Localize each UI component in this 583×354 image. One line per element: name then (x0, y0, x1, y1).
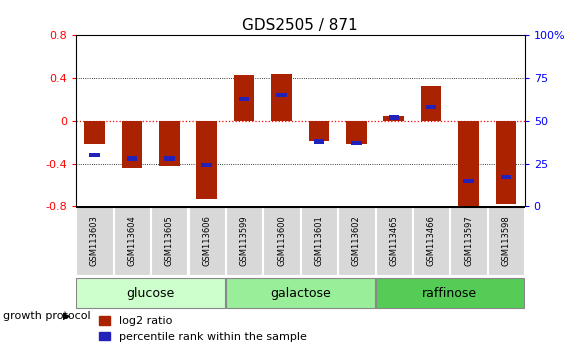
FancyBboxPatch shape (226, 207, 262, 275)
Text: glucose: glucose (127, 287, 175, 299)
FancyBboxPatch shape (264, 207, 300, 275)
Bar (239, 97, 250, 101)
Text: GSM113465: GSM113465 (389, 216, 398, 267)
FancyBboxPatch shape (413, 207, 449, 275)
Text: growth protocol: growth protocol (3, 311, 90, 321)
Text: GSM113600: GSM113600 (277, 216, 286, 267)
Text: GSM113603: GSM113603 (90, 216, 99, 267)
Bar (164, 156, 174, 161)
Bar (388, 115, 399, 120)
Bar (346, 121, 367, 144)
FancyBboxPatch shape (488, 207, 524, 275)
Bar (271, 74, 292, 121)
Bar (276, 93, 287, 97)
Bar (458, 121, 479, 206)
Text: GSM113605: GSM113605 (165, 216, 174, 267)
Text: GSM113601: GSM113601 (314, 216, 324, 267)
Bar (426, 105, 437, 109)
Text: GSM113599: GSM113599 (240, 216, 248, 266)
FancyBboxPatch shape (76, 207, 113, 275)
Text: GSM113602: GSM113602 (352, 216, 361, 267)
Bar (84, 121, 105, 144)
Text: GSM113598: GSM113598 (501, 216, 511, 267)
Bar (127, 156, 137, 161)
Text: GSM113604: GSM113604 (128, 216, 136, 267)
Bar (196, 121, 217, 199)
Bar (314, 139, 324, 143)
FancyBboxPatch shape (76, 278, 225, 308)
FancyBboxPatch shape (114, 207, 150, 275)
FancyBboxPatch shape (151, 207, 188, 275)
Bar (421, 86, 441, 121)
Bar (351, 141, 361, 145)
FancyBboxPatch shape (375, 207, 412, 275)
Bar (202, 163, 212, 167)
Bar (122, 121, 142, 168)
FancyBboxPatch shape (188, 207, 225, 275)
Bar (501, 175, 511, 179)
Text: raffinose: raffinose (422, 287, 477, 299)
FancyBboxPatch shape (375, 278, 524, 308)
Bar (463, 178, 474, 183)
FancyBboxPatch shape (451, 207, 487, 275)
Bar (308, 121, 329, 141)
Bar (159, 121, 180, 166)
FancyBboxPatch shape (301, 207, 337, 275)
Bar (384, 115, 404, 121)
FancyBboxPatch shape (226, 278, 374, 308)
Text: ▶: ▶ (63, 311, 71, 321)
Legend: log2 ratio, percentile rank within the sample: log2 ratio, percentile rank within the s… (95, 312, 311, 346)
FancyBboxPatch shape (338, 207, 374, 275)
Title: GDS2505 / 871: GDS2505 / 871 (243, 18, 358, 33)
Bar (234, 75, 254, 121)
Text: GSM113606: GSM113606 (202, 216, 211, 267)
Text: GSM113597: GSM113597 (464, 216, 473, 267)
Text: GSM113466: GSM113466 (427, 216, 436, 267)
Bar (496, 121, 517, 204)
Bar (89, 153, 100, 157)
Text: galactose: galactose (270, 287, 331, 299)
